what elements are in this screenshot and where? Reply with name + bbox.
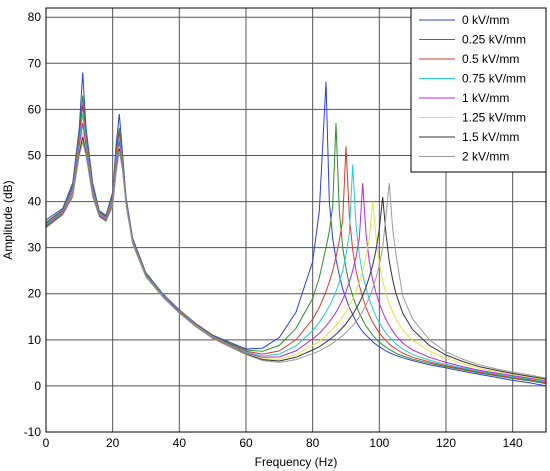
legend: 0 kV/mm 0.25 kV/mm 0.5 kV/mm 0.75 kV/mm 1 kV…: [410, 7, 547, 173]
y-tick-label: 40: [28, 195, 42, 209]
y-tick-label: 30: [28, 241, 42, 255]
series-line-6: [45, 136, 547, 380]
legend-label: 2 kV/mm: [462, 150, 509, 164]
y-tick-label: 80: [28, 10, 42, 24]
legend-label: 0.25 kV/mm: [462, 33, 526, 47]
legend-label: 0 kV/mm: [462, 13, 509, 27]
x-tick-label: 20: [106, 436, 120, 450]
y-tick-label: 10: [28, 333, 42, 347]
series-line-7: [45, 141, 547, 379]
legend-items: 0 kV/mm 0.25 kV/mm 0.5 kV/mm 0.75 kV/mm 1 kV…: [419, 13, 526, 164]
y-tick-label: 60: [28, 102, 42, 116]
legend-label: 0.5 kV/mm: [462, 52, 519, 66]
x-axis-title: Frequency (Hz): [255, 455, 338, 469]
y-axis-title: Amplitude (dB): [1, 180, 15, 259]
y-tick-label: 50: [28, 148, 42, 162]
legend-label: 1 kV/mm: [462, 91, 509, 105]
x-tick-label: 140: [503, 436, 523, 450]
legend-label: 1.5 kV/mm: [462, 130, 519, 144]
y-tick-label: 20: [28, 287, 42, 301]
x-tick-label: 60: [239, 436, 253, 450]
y-tick-label: 0: [34, 379, 41, 393]
plot-frame: [45, 7, 547, 433]
x-tick-label: 40: [173, 436, 187, 450]
x-tick-label: 80: [306, 436, 320, 450]
series-layer: [45, 72, 547, 387]
y-tick-label: 70: [28, 56, 42, 70]
grid-layer: [45, 8, 546, 433]
x-tick-label: 100: [369, 436, 389, 450]
legend-label: 0.75 kV/mm: [462, 72, 526, 86]
x-tick-label: 120: [436, 436, 456, 450]
legend-label: 1.25 kV/mm: [462, 111, 526, 125]
legend-box: [410, 7, 547, 173]
x-tick-label: 0: [43, 436, 50, 450]
y-tick-label: -10: [24, 425, 42, 439]
